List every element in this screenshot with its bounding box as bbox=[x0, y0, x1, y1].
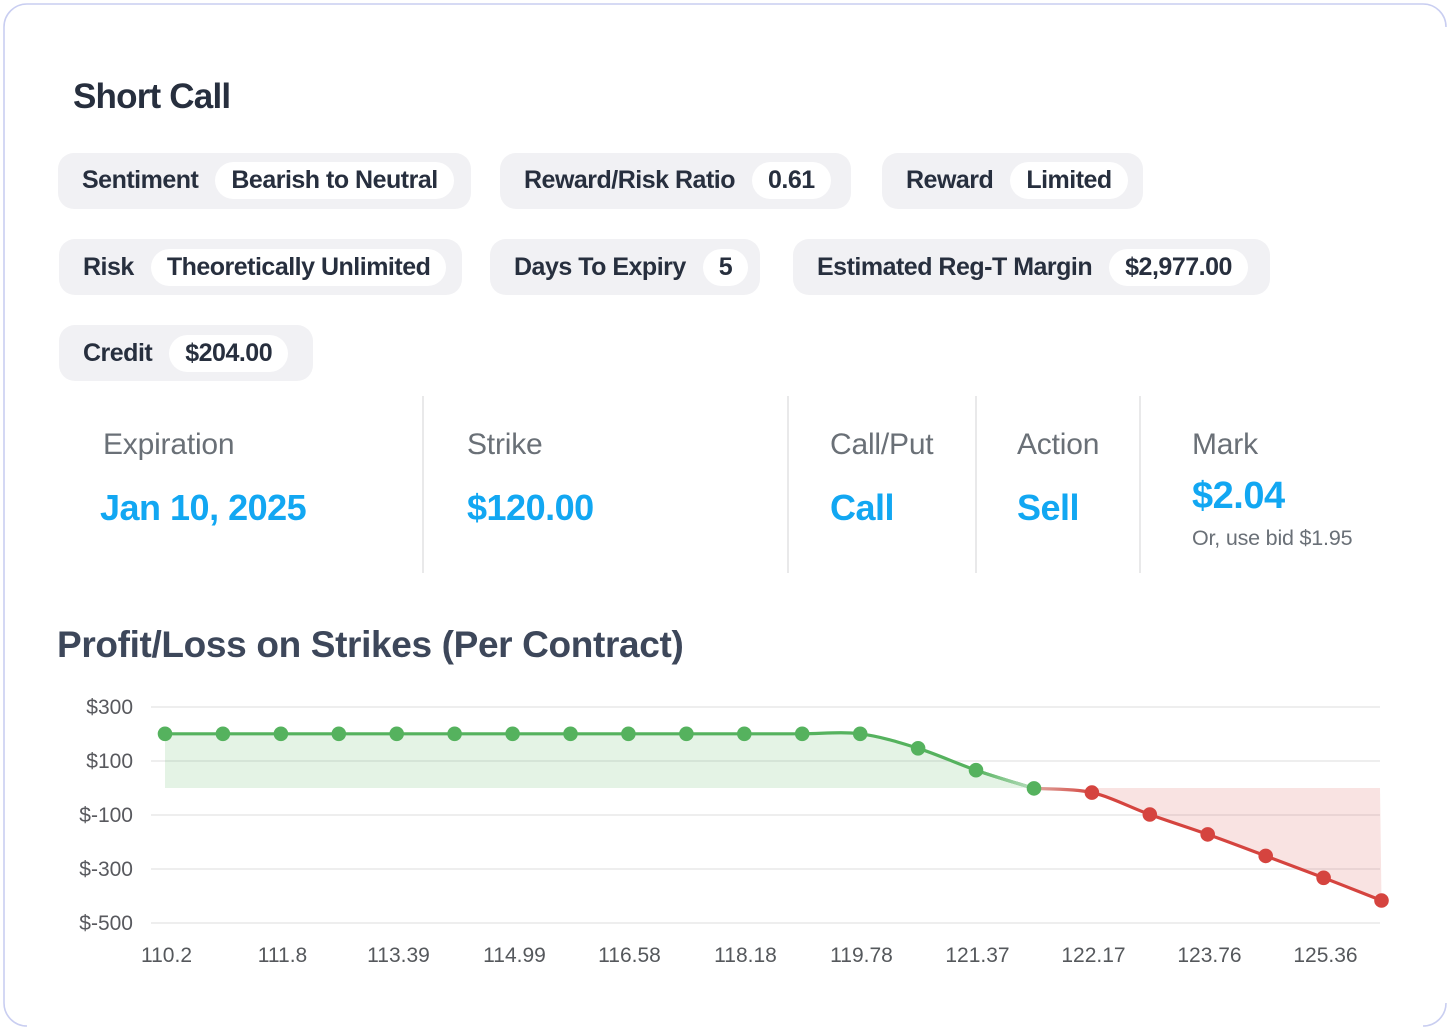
svg-text:122.17: 122.17 bbox=[1061, 944, 1125, 967]
svg-text:$100: $100 bbox=[86, 750, 133, 773]
svg-text:123.76: 123.76 bbox=[1177, 944, 1241, 967]
svg-text:113.39: 113.39 bbox=[367, 944, 430, 967]
svg-text:116.58: 116.58 bbox=[598, 944, 661, 967]
svg-text:121.37: 121.37 bbox=[945, 944, 1009, 967]
svg-text:$-300: $-300 bbox=[79, 858, 133, 881]
svg-text:118.18: 118.18 bbox=[714, 944, 777, 967]
svg-text:$300: $300 bbox=[86, 696, 133, 719]
svg-text:110.2: 110.2 bbox=[141, 944, 192, 967]
svg-text:$-500: $-500 bbox=[79, 912, 133, 935]
svg-text:114.99: 114.99 bbox=[483, 944, 546, 967]
svg-text:111.8: 111.8 bbox=[258, 944, 307, 967]
svg-text:119.78: 119.78 bbox=[830, 944, 893, 967]
svg-text:$-100: $-100 bbox=[79, 804, 133, 827]
svg-text:125.36: 125.36 bbox=[1293, 944, 1357, 967]
